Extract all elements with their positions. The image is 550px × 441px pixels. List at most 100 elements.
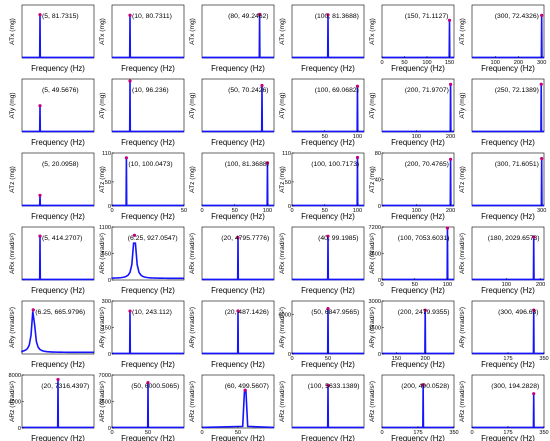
subplot-10: (100, 69.0682) ATy (mg) Frequency (Hz)50 10… <box>279 78 365 147</box>
x-axis-label: Frequency (Hz) <box>211 360 265 369</box>
peak-marker <box>445 226 450 230</box>
peak-label: (300, 71.6051) <box>495 161 539 168</box>
x-axis-label: Frequency (Hz) <box>391 286 445 295</box>
y-tick-label: 4000 <box>9 400 21 406</box>
x-tick-label: 50 <box>235 430 241 436</box>
peak-label: (180, 2029.6573) <box>488 235 540 242</box>
y-axis-label: ATx (mg) <box>369 18 376 45</box>
x-axis-label: Frequency (Hz) <box>391 212 445 221</box>
y-axis-label: ARz (mrad/s²) <box>459 381 466 422</box>
peak-marker <box>532 235 536 239</box>
peak-label: (100, 5633.1389) <box>308 383 360 390</box>
y-tick-label: 0 <box>108 426 111 432</box>
plot-frame <box>201 4 275 59</box>
y-axis-label: ATx (mg) <box>279 18 286 45</box>
peak-marker <box>258 12 262 17</box>
peak-label: (50, 70.2426) <box>228 87 268 94</box>
peak-label: (10, 100.0473) <box>128 161 172 168</box>
x-tick-label: 100 <box>502 282 511 288</box>
y-axis-label: ARy (mrad/s²) <box>279 307 286 348</box>
y-axis-label: ATx (mg) <box>9 18 16 45</box>
x-axis-label: Frequency (Hz) <box>481 64 535 73</box>
peak-label: (200, 2479.9355) <box>398 309 450 316</box>
x-tick-label: 100 <box>412 134 421 140</box>
y-tick-label: 110 <box>282 151 291 157</box>
x-axis-label: Frequency (Hz) <box>31 212 85 221</box>
x-tick-label: 50 <box>325 356 331 362</box>
subplot-30: (300, 496.63) ARy (mrad/s²) Frequency (Hz)… <box>459 300 549 369</box>
y-axis-label: ARx (mrad/s²) <box>369 233 376 274</box>
peak-label: (150, 71.1127) <box>405 13 449 20</box>
subplot-14: (10, 100.0473) ATz (mg) Frequency (Hz) 0 50 0… <box>99 151 187 221</box>
y-tick-label: 0 <box>378 352 381 358</box>
peak-marker <box>260 83 264 88</box>
peak-marker <box>31 308 35 312</box>
y-axis-label: ARx (mrad/s²) <box>189 233 196 274</box>
x-tick-label: 200 <box>446 208 455 214</box>
y-tick-label: 3500 <box>99 400 111 406</box>
peak-marker <box>265 161 270 165</box>
y-axis-label: ATz (mg) <box>459 166 466 193</box>
y-tick-label: 7000 <box>99 373 111 379</box>
y-axis-label: ARy (mrad/s²) <box>189 307 196 348</box>
peak-label: (6.25, 927.0547) <box>128 235 178 242</box>
x-axis-label: Frequency (Hz) <box>481 360 535 369</box>
x-tick-label: 175 <box>503 356 512 362</box>
y-axis-label: ARz (mrad/s²) <box>99 381 106 422</box>
peak-marker <box>540 156 544 161</box>
x-tick-label: 100 <box>491 60 500 66</box>
peak-marker <box>326 13 330 17</box>
x-axis-label: Frequency (Hz) <box>301 212 355 221</box>
subplot-25: (6.25, 665.9796) ARy (mrad/s²) Frequency (… <box>9 300 95 369</box>
peak-label: (10, 96.236) <box>132 87 169 94</box>
subplot-32: (50, 6000.5065) ARz (mrad/s²) Frequency (H… <box>99 373 185 441</box>
y-tick-label: 7200 <box>369 225 381 231</box>
peak-label: (100, 7053.6031) <box>398 235 450 242</box>
x-tick-label: 100 <box>422 60 431 66</box>
x-axis-label: Frequency (Hz) <box>481 434 535 441</box>
peak-marker <box>448 157 453 161</box>
x-axis-label: Frequency (Hz) <box>211 286 265 295</box>
y-axis-label: ARy (mrad/s²) <box>459 307 466 348</box>
peak-marker <box>128 79 132 83</box>
plot-frame <box>201 152 275 207</box>
peak-label: (6.25, 665.9796) <box>35 309 85 316</box>
y-axis-label: ATx (mg) <box>459 18 466 45</box>
subplot-15: (100, 81.3688) ATz (mg) Frequency (Hz) 0 50 1… <box>189 152 275 221</box>
x-tick-label: 100 <box>412 208 421 214</box>
x-tick-label: 200 <box>514 60 523 66</box>
x-tick-label: 50 <box>322 134 328 140</box>
peak-label: (5, 81.7315) <box>42 13 79 20</box>
y-tick-label: 0 <box>108 352 111 358</box>
x-tick-label: 300 <box>537 208 546 214</box>
y-axis-label: ARz (mrad/s²) <box>9 381 16 422</box>
peak-marker <box>355 155 360 160</box>
peak-label: (100, 69.0682) <box>315 87 359 94</box>
x-axis-label: Frequency (Hz) <box>301 360 355 369</box>
subplot-21: (20, 4795.7776) ARx (mrad/s²) Frequency (H… <box>189 226 275 295</box>
plot-frame <box>111 78 185 133</box>
subplot-4: (100, 81.3688) ATx (mg) Frequency (Hz) <box>279 4 365 73</box>
plot-frame <box>381 374 455 429</box>
y-tick-label: 0 <box>378 204 381 210</box>
x-axis-label: Frequency (Hz) <box>301 64 355 73</box>
x-axis-label: Frequency (Hz) <box>121 434 175 441</box>
x-tick-label: 0 <box>110 430 113 436</box>
subplot-12: (250, 72.1389) ATy (mg) Frequency (Hz) <box>459 78 545 147</box>
x-axis-label: Frequency (Hz) <box>211 64 265 73</box>
x-axis-label: Frequency (Hz) <box>31 138 85 147</box>
y-axis-label: ATy (mg) <box>9 92 16 118</box>
x-tick-label: 200 <box>536 282 545 288</box>
plot-frame <box>471 374 545 429</box>
y-axis-label: ATz (mg) <box>279 166 286 193</box>
x-tick-label: 100 <box>353 134 362 140</box>
y-tick-label: 0 <box>288 204 291 210</box>
subplot-31: (20, 7316.4397) ARz (mrad/s²) Frequency (H… <box>9 373 95 441</box>
peak-label: (10, 243.112) <box>132 309 172 316</box>
x-axis-label: Frequency (Hz) <box>31 64 85 73</box>
y-axis-label: ARx (mrad/s²) <box>99 233 106 274</box>
subplot-24: (180, 2029.6573) ARx (mrad/s²) Frequency (… <box>459 226 545 295</box>
x-axis-label: Frequency (Hz) <box>391 360 445 369</box>
subplot-35: (200, 490.0528) ARz (mrad/s²) Frequency (H… <box>369 374 459 441</box>
x-axis-label: Frequency (Hz) <box>391 434 445 441</box>
